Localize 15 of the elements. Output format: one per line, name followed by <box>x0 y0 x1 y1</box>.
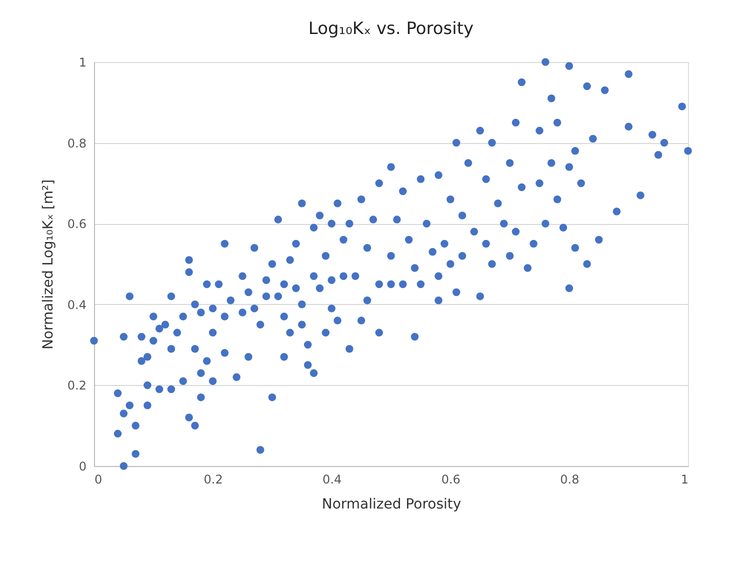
y-tick-label: 0.4 <box>67 298 86 312</box>
chart-title: Log₁₀Kₓ vs. Porosity <box>308 19 474 39</box>
y-tick-label: 0 <box>78 460 86 474</box>
y-tick-label: 1 <box>78 56 86 70</box>
x-tick-label: 0.4 <box>322 472 342 486</box>
x-axis-title: Normalized Porosity <box>322 496 462 512</box>
x-tick-label: 0.8 <box>560 472 580 486</box>
x-tick-label: 1 <box>680 472 688 486</box>
y-axis-title: Normalized Log₁₀Kₓ [m²] <box>40 179 56 350</box>
x-tick-label: 0 <box>94 472 102 486</box>
y-tick-label: 0.6 <box>67 217 86 232</box>
x-tick-label: 0.6 <box>441 472 460 486</box>
x-tick-label: 0.2 <box>204 472 223 486</box>
y-tick-label: 0.2 <box>67 378 86 393</box>
y-tick-label: 0.8 <box>67 136 86 150</box>
